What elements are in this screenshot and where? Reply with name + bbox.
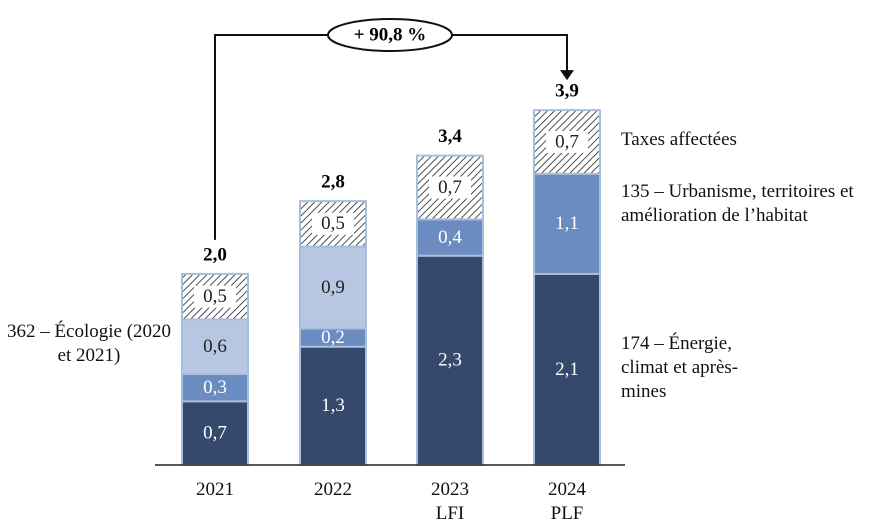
bar-segment: [181, 373, 249, 403]
value-label: 2,3: [438, 350, 462, 371]
bar-segment: [533, 272, 601, 466]
annotation-box: [327, 18, 453, 52]
value-label: 0,7: [438, 177, 462, 198]
value-label: 0,2: [321, 327, 345, 348]
legend-label: 174 – Énergie, climat et après-mines: [621, 333, 739, 402]
value-label: 0,3: [203, 377, 227, 398]
x-tick-label: 2024 PLF: [548, 479, 586, 524]
value-label: 0,7: [555, 131, 579, 152]
x-tick-label: 2022: [314, 479, 352, 500]
value-label: 1,3: [321, 395, 345, 416]
value-label: 1,1: [555, 213, 579, 234]
total-label: 2,0: [203, 244, 227, 265]
value-label: 2,1: [555, 359, 579, 380]
label-bg: [194, 285, 236, 308]
legend-label: Taxes affectées: [621, 129, 737, 150]
value-label: 0,5: [203, 286, 227, 307]
bar-segment: [533, 172, 601, 275]
label-bg: [429, 176, 471, 199]
total-label: 3,9: [555, 80, 579, 101]
annotation: + 90,8 %: [354, 24, 427, 45]
annotation-arrow: [214, 34, 568, 240]
value-label: 0,7: [203, 423, 227, 444]
label-bg: [312, 212, 354, 235]
value-label: 0,4: [438, 227, 462, 248]
label-bg: [546, 130, 588, 153]
value-label: 0,5: [321, 213, 345, 234]
legend-label: 135 – Urbanisme, territoires et améliora…: [621, 181, 854, 226]
x-tick-label: 2021: [196, 479, 234, 500]
x-tick-label: 2023 LFI: [431, 479, 469, 524]
value-label: 0,9: [321, 277, 345, 298]
value-label: 0,6: [203, 336, 227, 357]
total-label: 2,8: [321, 171, 345, 192]
bar-segment: [181, 400, 249, 466]
arrow-head: [560, 70, 574, 81]
legend-label: 362 – Écologie (2020 et 2021): [6, 321, 172, 366]
total-label: 3,4: [438, 126, 462, 147]
